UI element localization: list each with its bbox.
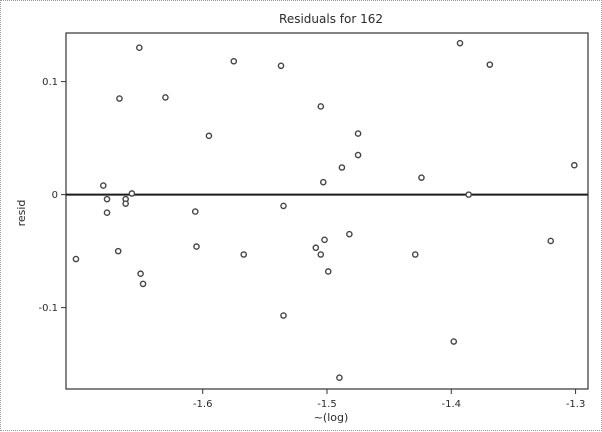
x-tick-label: -1.5 — [317, 399, 337, 410]
data-point — [137, 270, 144, 278]
data-point — [317, 103, 325, 110]
x-tick-label: -1.6 — [193, 399, 213, 410]
data-point — [122, 200, 129, 207]
data-point — [103, 209, 111, 216]
plot-area — [65, 32, 589, 390]
data-point — [354, 130, 362, 137]
data-point — [450, 338, 458, 345]
data-point — [418, 174, 425, 181]
data-point — [456, 39, 464, 47]
data-point — [116, 95, 123, 102]
chart-title: Residuals for 162 — [279, 12, 383, 26]
data-point — [103, 195, 111, 203]
x-axis-label: ~(log) — [314, 411, 349, 424]
data-point — [114, 247, 122, 255]
data-point — [354, 151, 362, 159]
data-point — [319, 178, 327, 186]
data-point — [128, 190, 136, 197]
plot-box — [65, 32, 589, 390]
data-point — [162, 94, 169, 101]
data-point — [324, 268, 332, 275]
data-point — [338, 164, 346, 171]
data-points — [72, 39, 578, 381]
data-point — [321, 236, 328, 244]
data-point — [136, 44, 143, 51]
data-point — [280, 202, 287, 210]
data-point — [277, 62, 285, 70]
data-point — [99, 182, 107, 189]
data-point — [230, 57, 238, 65]
y-tick-label: -0.1 — [38, 303, 58, 314]
x-axis-ticks: -1.6 -1.5 -1.4 -1.3 — [193, 389, 585, 410]
data-point — [486, 61, 494, 68]
data-point — [193, 243, 200, 250]
x-tick-label: -1.4 — [442, 399, 462, 410]
data-point — [205, 132, 213, 140]
data-point — [72, 255, 80, 263]
y-axis-label: resid — [15, 200, 28, 227]
data-point — [280, 312, 287, 319]
y-axis-ticks: 0.1 0 -0.1 — [38, 77, 66, 314]
data-point — [465, 191, 472, 198]
data-point — [317, 251, 325, 258]
data-point — [411, 251, 419, 258]
y-tick-label: 0 — [52, 190, 58, 201]
data-point — [571, 161, 578, 169]
data-point — [312, 244, 320, 252]
data-point — [191, 208, 199, 215]
data-point — [547, 237, 555, 245]
data-point — [139, 280, 147, 288]
x-tick-label: -1.3 — [566, 399, 586, 410]
data-point — [346, 230, 353, 238]
data-point — [240, 251, 248, 258]
y-tick-label: 0.1 — [42, 77, 58, 88]
data-point — [336, 374, 343, 381]
